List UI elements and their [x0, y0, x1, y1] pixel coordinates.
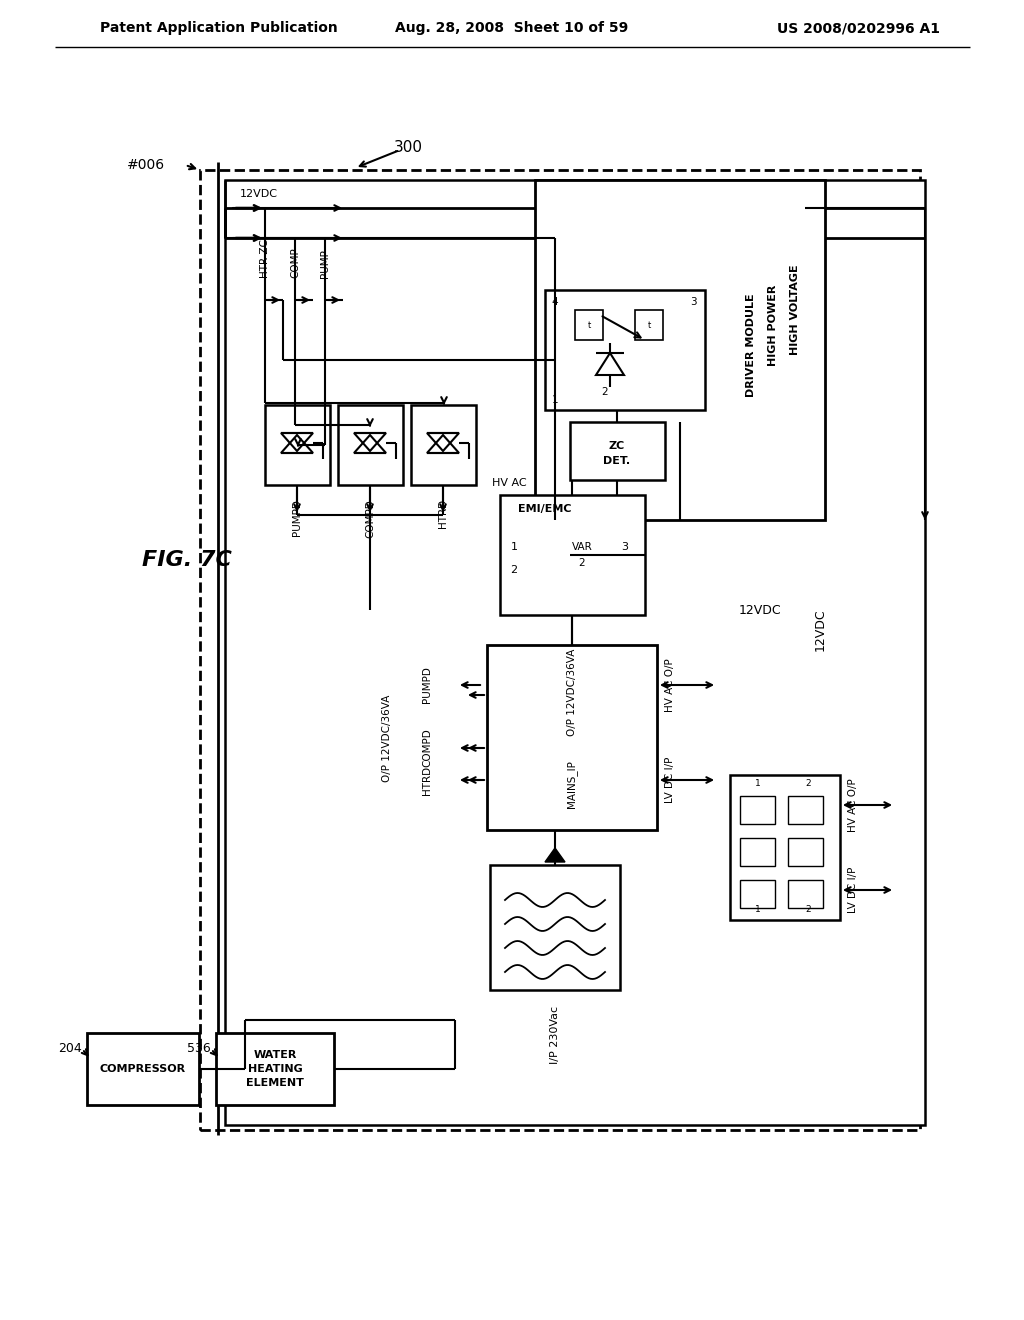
Bar	[740, 796, 775, 824]
Text: LV DC I/P: LV DC I/P	[665, 756, 675, 803]
Text: HEATING: HEATING	[248, 1064, 302, 1074]
Text: DET.: DET.	[603, 455, 631, 466]
Text: 2: 2	[510, 565, 517, 576]
Bar	[338, 405, 403, 484]
Text: 2: 2	[579, 558, 586, 568]
Text: 3: 3	[622, 543, 629, 552]
Bar	[635, 310, 663, 341]
Text: HTR ZC: HTR ZC	[260, 239, 270, 279]
Text: HIGH POWER: HIGH POWER	[768, 284, 778, 366]
Text: COMP: COMP	[290, 247, 300, 279]
Text: 4: 4	[552, 297, 558, 308]
Text: EMI/EMC: EMI/EMC	[518, 504, 571, 513]
Bar	[545, 290, 705, 411]
Text: 12VDC: 12VDC	[738, 603, 781, 616]
Bar	[570, 422, 665, 480]
Bar	[788, 838, 823, 866]
Text: HIGH VOLTAGE: HIGH VOLTAGE	[790, 265, 800, 355]
Text: 1: 1	[511, 543, 517, 552]
Text: HV AC O/P: HV AC O/P	[848, 777, 858, 832]
Text: #006: #006	[127, 158, 165, 172]
Text: WATER: WATER	[253, 1049, 297, 1060]
Bar	[740, 838, 775, 866]
Text: 12VDC: 12VDC	[240, 189, 278, 199]
Bar	[788, 796, 823, 824]
Bar	[487, 645, 657, 830]
Text: COMPD: COMPD	[365, 499, 375, 537]
Text: US 2008/0202996 A1: US 2008/0202996 A1	[777, 21, 940, 36]
Bar	[740, 880, 775, 908]
Bar	[490, 865, 620, 990]
Text: LV DC I/P: LV DC I/P	[848, 867, 858, 913]
Text: t: t	[647, 321, 650, 330]
Text: ELEMENT: ELEMENT	[246, 1078, 304, 1088]
Text: HV AC O/P: HV AC O/P	[665, 659, 675, 711]
Text: I/P 230Vac: I/P 230Vac	[550, 1006, 560, 1064]
Text: 12VDC: 12VDC	[813, 609, 826, 651]
Text: 300: 300	[393, 140, 423, 156]
Text: Aug. 28, 2008  Sheet 10 of 59: Aug. 28, 2008 Sheet 10 of 59	[395, 21, 629, 36]
Text: Patent Application Publication: Patent Application Publication	[100, 21, 338, 36]
Bar	[575, 310, 603, 341]
Bar	[535, 180, 825, 520]
Text: 2: 2	[602, 387, 608, 397]
Text: COMPD: COMPD	[422, 729, 432, 767]
Text: PUMPD: PUMPD	[292, 499, 302, 536]
Bar	[265, 405, 330, 484]
Bar	[87, 1034, 199, 1105]
Text: FIG. 7C: FIG. 7C	[142, 550, 231, 570]
Text: PUMPD: PUMPD	[422, 667, 432, 704]
Bar	[216, 1034, 334, 1105]
Polygon shape	[545, 847, 565, 862]
Text: 3: 3	[690, 297, 696, 308]
Text: 1: 1	[755, 779, 761, 788]
Bar	[788, 880, 823, 908]
Text: O/P 12VDC/36VA: O/P 12VDC/36VA	[382, 694, 392, 781]
Bar	[730, 775, 840, 920]
Text: 2: 2	[805, 779, 811, 788]
Text: O/P 12VDC/36VA: O/P 12VDC/36VA	[567, 648, 577, 735]
Text: 1: 1	[755, 906, 761, 915]
Text: 1: 1	[552, 395, 558, 405]
Bar	[200, 170, 920, 1130]
Bar	[411, 405, 476, 484]
Text: HV AC: HV AC	[492, 478, 526, 488]
Text: HTRD: HTRD	[422, 766, 432, 795]
Bar	[500, 495, 645, 615]
Text: VAR: VAR	[571, 543, 592, 552]
Text: ZC: ZC	[609, 441, 625, 451]
Text: COMPRESSOR: COMPRESSOR	[100, 1064, 186, 1074]
Text: PUMP: PUMP	[319, 249, 330, 279]
Text: HTRD: HTRD	[438, 499, 449, 528]
Bar	[225, 180, 925, 1125]
Text: t: t	[588, 321, 591, 330]
Text: MAINS_IP: MAINS_IP	[566, 760, 578, 808]
Text: 2: 2	[805, 906, 811, 915]
Text: 536: 536	[187, 1043, 211, 1056]
Text: DRIVER MODULE: DRIVER MODULE	[746, 293, 756, 397]
Text: 204: 204	[58, 1043, 82, 1056]
